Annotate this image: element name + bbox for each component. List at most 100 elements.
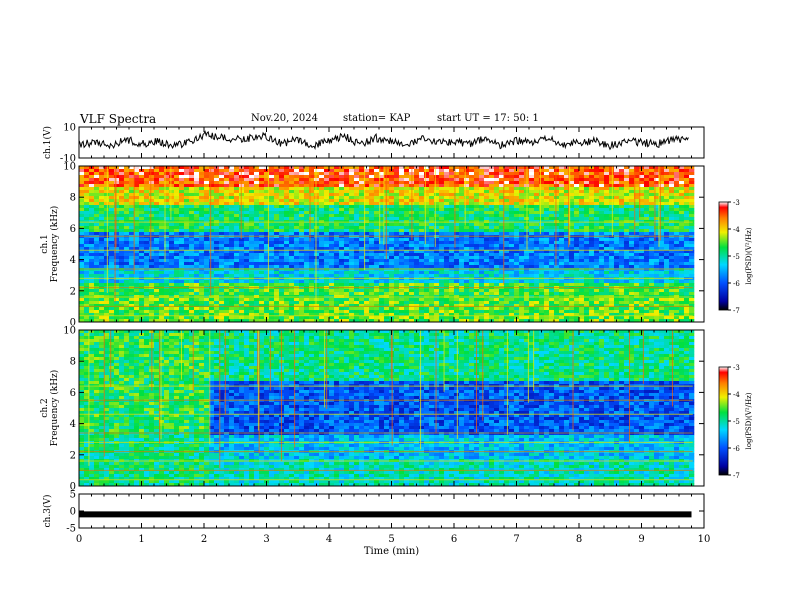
spectrogram-cell (509, 307, 515, 311)
spectrogram-cell (434, 316, 440, 320)
spectrogram-cell (454, 166, 460, 170)
spectrogram-cell (344, 187, 350, 191)
spectrogram-cell (189, 298, 195, 302)
spectrogram-cell (419, 178, 425, 182)
spectrogram-cell (219, 169, 225, 173)
spectrogram-cell (324, 208, 330, 212)
spectrogram-cell (549, 247, 555, 251)
spectrogram-cell (479, 256, 485, 260)
spectrogram-cell (184, 211, 190, 215)
spectrogram-cell (209, 226, 215, 230)
spectrogram-cell (519, 238, 525, 242)
spectrogram-cell (354, 304, 360, 308)
spectrogram-cell (374, 310, 380, 314)
spectrogram-cell (349, 265, 355, 269)
spectrogram-cell (244, 205, 250, 209)
spectrogram-cell (424, 187, 430, 191)
spectrogram-cell (334, 307, 340, 311)
spectrogram-cell (469, 265, 475, 269)
spectrogram-cell (199, 262, 205, 266)
spectrogram-cell (524, 310, 530, 314)
spectrogram-cell (489, 175, 495, 179)
spectrogram-cell (99, 316, 105, 320)
spectrogram-cell (194, 259, 200, 263)
spectrogram-cell (89, 253, 95, 257)
spectrogram-cell (304, 268, 310, 272)
spectrogram-cell (119, 265, 125, 269)
spectrogram-cell (264, 181, 270, 185)
spectrogram-cell (164, 223, 170, 227)
spectrogram-cell (134, 220, 140, 224)
spectrogram-cell (444, 313, 450, 317)
spectrogram-cell (204, 199, 210, 203)
spectrogram-cell (319, 256, 325, 260)
spectrogram-cell (254, 304, 260, 308)
spectrogram-cell (419, 256, 425, 260)
spectrogram-cell (504, 202, 510, 206)
spectrogram-cell (254, 268, 260, 272)
spectrogram-cell (354, 211, 360, 215)
spectrogram-cell (344, 196, 350, 200)
spectrogram-cell (114, 310, 120, 314)
spectrogram-cell (379, 307, 385, 311)
spectrogram-cell (499, 172, 505, 176)
spectrogram-cell (294, 169, 300, 173)
spectrogram-cell (199, 253, 205, 257)
spectrogram-cell (554, 193, 560, 197)
spectrogram-cell (149, 223, 155, 227)
spectrogram-cell (554, 256, 560, 260)
spectrogram-cell (279, 289, 285, 293)
spectrogram-cell (109, 181, 115, 185)
spectrogram-cell (214, 226, 220, 230)
spectrogram-cell (139, 259, 145, 263)
spectrogram-cell (89, 262, 95, 266)
spectrogram-cell (244, 229, 250, 233)
spectrogram-cell (214, 196, 220, 200)
spectrogram-cell (529, 229, 535, 233)
spectrogram-cell (519, 193, 525, 197)
spectrogram-cell (119, 307, 125, 311)
spectrogram-cell (279, 175, 285, 179)
spectrogram-cell (349, 262, 355, 266)
spectrogram-cell (374, 280, 380, 284)
spectrogram-cell (164, 232, 170, 236)
spectrogram-cell (459, 232, 465, 236)
spectrogram-cell (324, 196, 330, 200)
spectrogram-cell (474, 190, 480, 194)
spectrogram-cell (529, 190, 535, 194)
spectrogram-cell (354, 187, 360, 191)
spectrogram-cell (244, 169, 250, 173)
spectrogram-cell (404, 319, 410, 323)
spectrogram-cell (444, 184, 450, 188)
spectrogram-cell (289, 169, 295, 173)
spectrogram-cell (519, 169, 525, 173)
spectrogram-cell (554, 301, 560, 305)
spectrogram-cell (224, 226, 230, 230)
spectrogram-cell (384, 265, 390, 269)
spectrogram-cell (94, 250, 100, 254)
spectrogram-cell (454, 289, 460, 293)
spectrogram-cell (269, 304, 275, 308)
spectrogram-cell (404, 304, 410, 308)
spectrogram-cell (339, 229, 345, 233)
spectrogram-cell (194, 172, 200, 176)
spectrogram-cell (369, 250, 375, 254)
spectrogram-cell (144, 259, 150, 263)
spectrogram-cell (379, 175, 385, 179)
spectrogram-cell (109, 238, 115, 242)
spectrogram-cell (144, 223, 150, 227)
spectrogram-cell (374, 256, 380, 260)
spectrogram-cell (184, 229, 190, 233)
spectrogram-cell (214, 262, 220, 266)
spectrogram-cell (344, 205, 350, 209)
spectrogram-cell (129, 175, 135, 179)
spectrogram-cell (234, 307, 240, 311)
spectrogram-cell (94, 220, 100, 224)
spectrogram-cell (344, 283, 350, 287)
spectrogram-cell (219, 232, 225, 236)
spectrogram-cell (224, 193, 230, 197)
spectrogram-cell (539, 202, 545, 206)
spectrogram-cell (419, 313, 425, 317)
spectrogram-cell (539, 172, 545, 176)
spectrogram-cell (444, 196, 450, 200)
